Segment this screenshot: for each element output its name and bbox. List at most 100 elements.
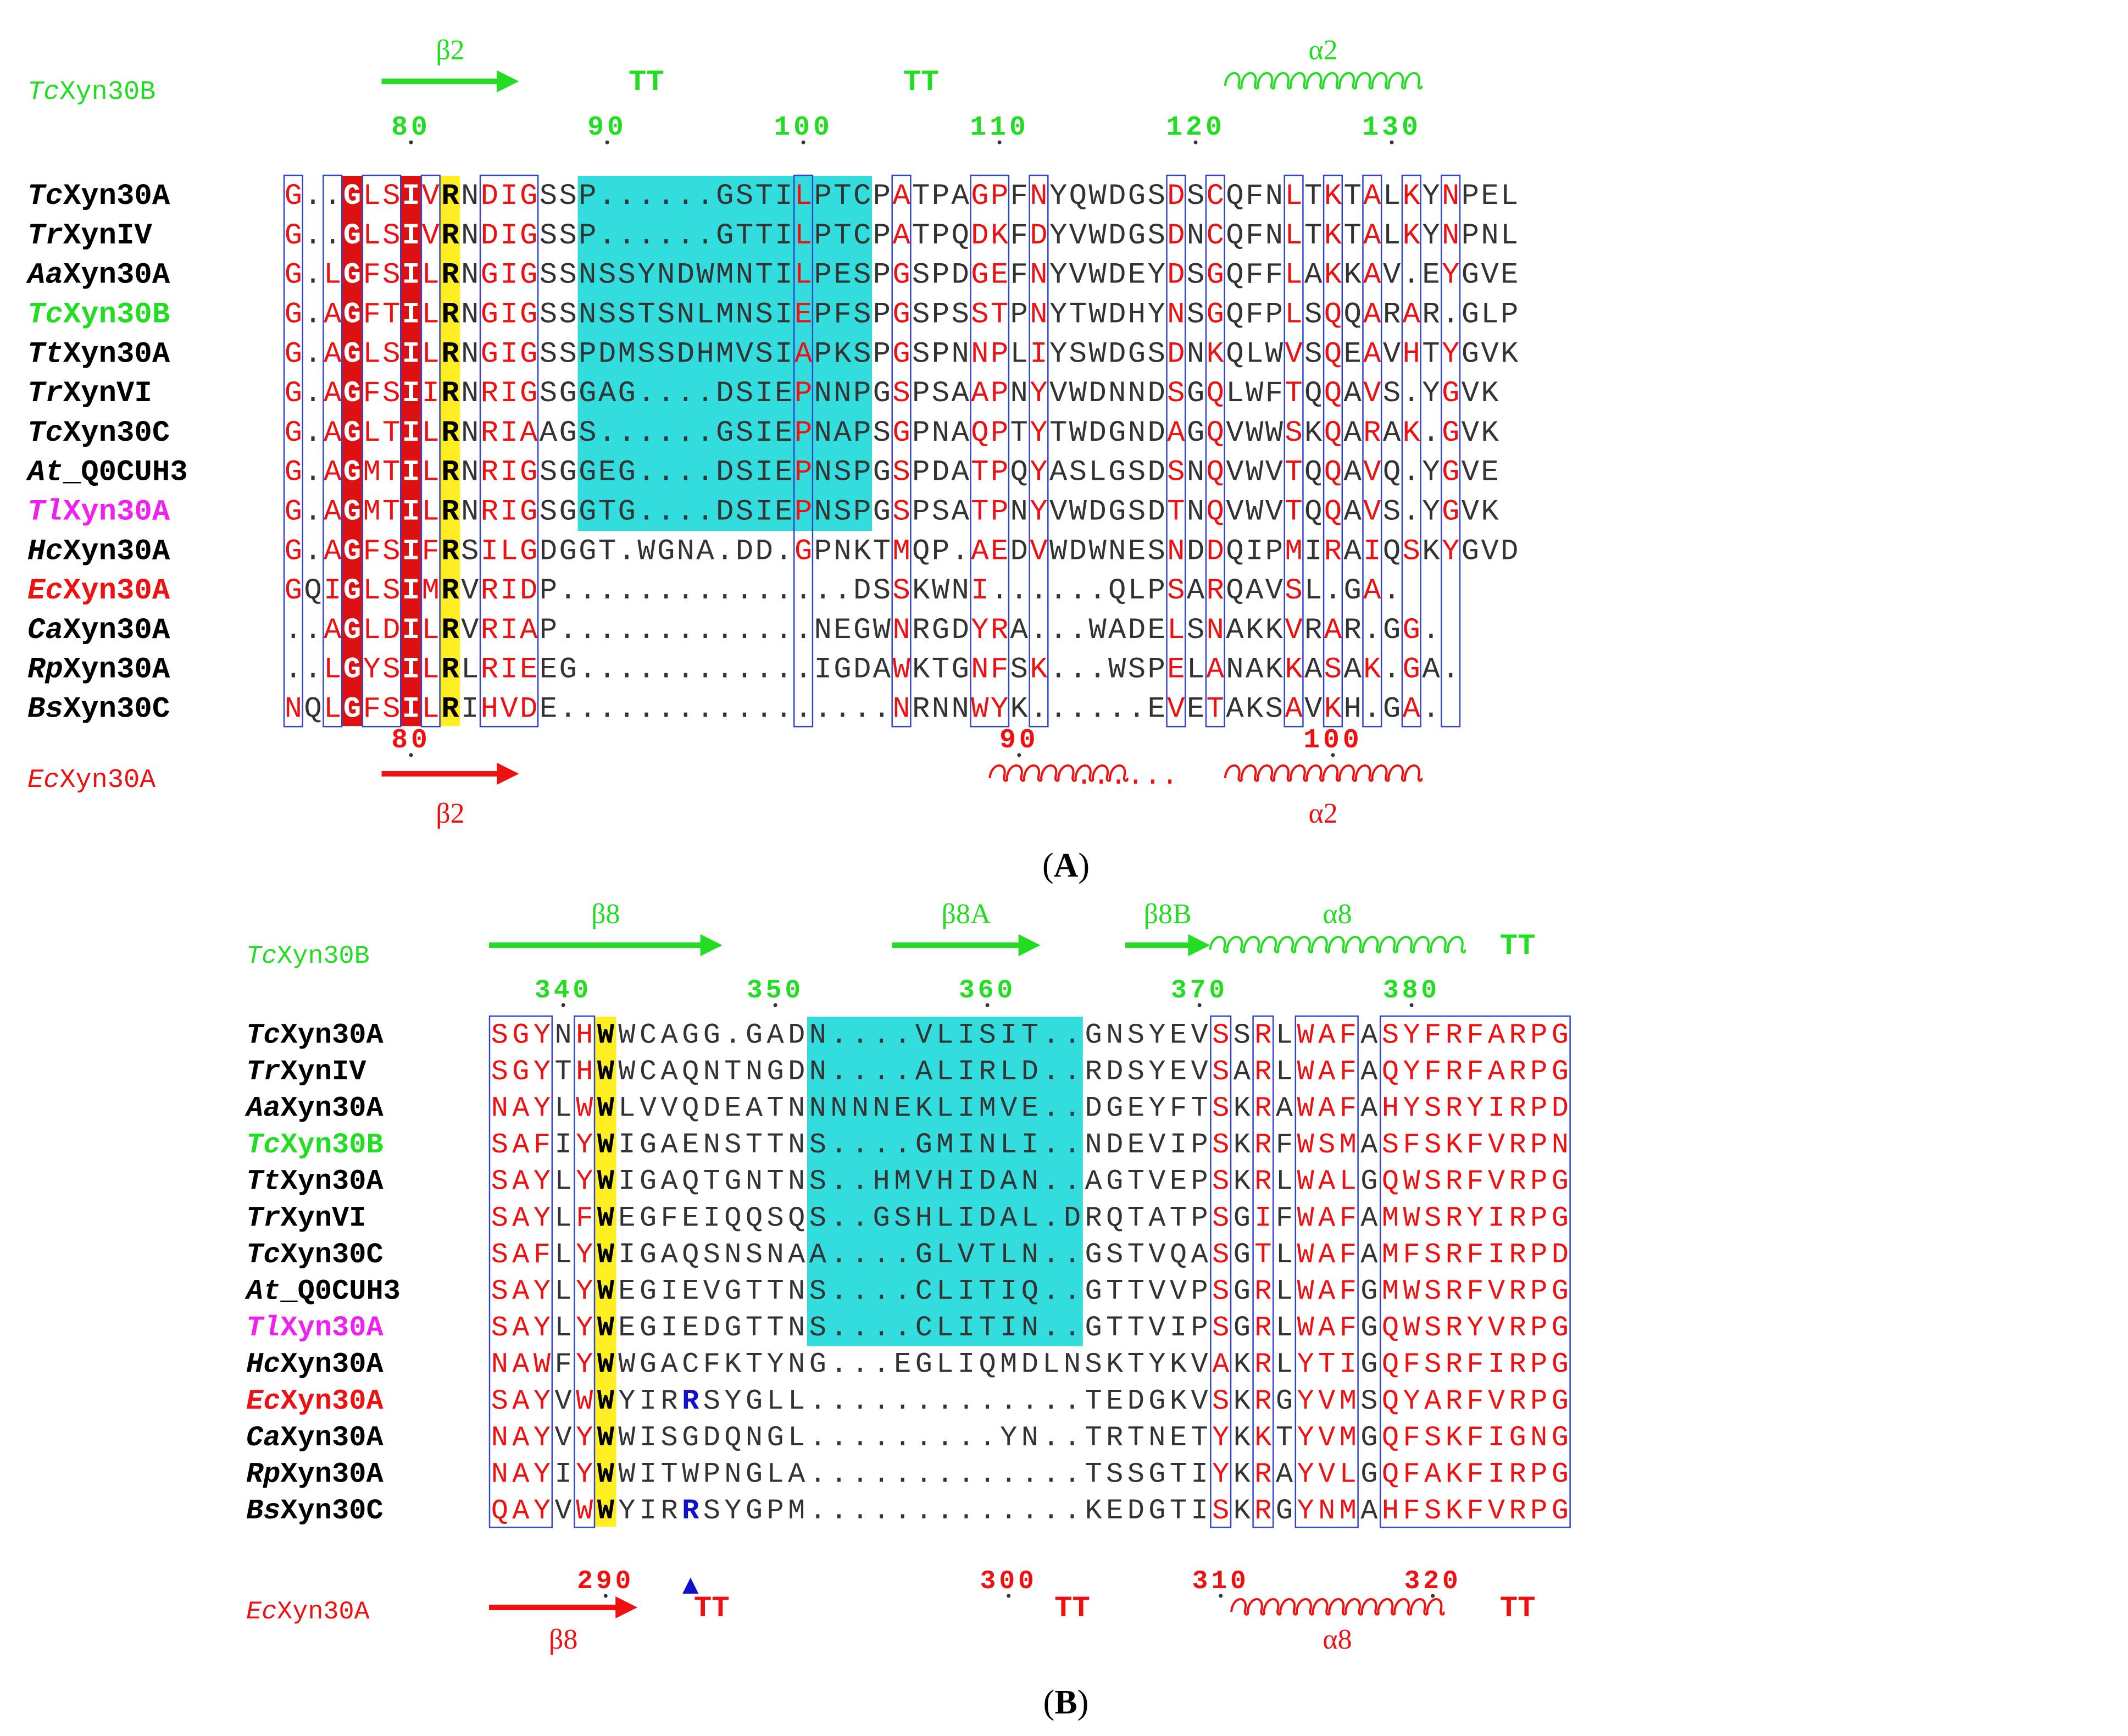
alpha-helix-coil <box>1230 1598 1445 1616</box>
sequence-name-rest: Xyn30A <box>63 337 170 371</box>
sequence-name-rest: XynIV <box>280 1056 366 1088</box>
sequence-name: RpXyn30A <box>246 1458 384 1490</box>
beta-strand-label: β8A <box>941 898 991 930</box>
sequence-name: AaXyn30A <box>245 1092 384 1124</box>
sequence-name-prefix: Rp <box>27 653 63 687</box>
sequence-name: TcXyn30C <box>246 1239 384 1271</box>
sequence-name-rest: _Q0CUH3 <box>280 1275 400 1307</box>
sequence-name: TrXynVI <box>246 1202 366 1234</box>
turn-label: TT <box>1500 1592 1536 1626</box>
sequence-name-rest: Xyn30A <box>280 1166 384 1198</box>
beta-strand-arrowhead <box>1018 934 1041 956</box>
alpha-helix-coil <box>1224 72 1423 90</box>
position-tick <box>1431 1594 1435 1598</box>
beta-strand-label: β8 <box>591 898 620 930</box>
sequence-name-rest: Xyn30C <box>63 693 170 726</box>
sequence-name-prefix: Tr <box>27 377 63 411</box>
position-tick <box>997 140 1002 145</box>
sequence-name-rest: Xyn30A <box>63 535 170 568</box>
sequence-row: G.AGLSILRNGIGSSPDMSSDHMVSIAPKSPGSPNNPLIY… <box>285 337 1519 371</box>
sequence-name-rest: Xyn30A <box>280 1385 384 1417</box>
identity-column <box>401 176 421 726</box>
catalytic-residue-marker: ▲ <box>677 1569 704 1600</box>
bottom-position-number: 90 <box>999 725 1039 756</box>
sequence-row: G.AGLTILRNRIAAGS......GSIEPNAPSGPNAQPTYT… <box>285 417 1499 450</box>
beta-strand-arrowhead <box>615 1596 638 1618</box>
alpha-helix-label: α2 <box>1308 798 1337 829</box>
turn-label: TT <box>1500 930 1536 963</box>
sequence-name-prefix: Tc <box>246 1019 280 1051</box>
position-tick <box>1219 1594 1223 1598</box>
sequence-name-prefix: Aa <box>26 259 63 292</box>
sequence-row: ..AGLDILRVRIAP.............NEGWNRGDYRA..… <box>285 614 1440 647</box>
sequence-name-rest: Xyn30A <box>280 1349 384 1381</box>
sequence-name-prefix: Tt <box>27 337 63 371</box>
sequence-row: ..LGYSILRLRIEEG............IGDAWKTGNFSK.… <box>285 653 1460 687</box>
sequence-name-prefix: Tr <box>27 219 63 253</box>
sequence-name-rest: Xyn30A <box>280 1458 384 1490</box>
sequence-name-rest: Xyn30C <box>280 1495 383 1527</box>
sequence-name-rest: Xyn30A <box>280 1019 384 1051</box>
position-tick <box>1193 140 1198 145</box>
sequence-name: TrXynIV <box>246 1056 366 1088</box>
sequence-row: G..GLSIVRNDIGSSP......GTTILPTCPATPQDKFDY… <box>285 219 1519 253</box>
sequence-row: G.AGFSIIRNRIGSGGAG....DSIEPNNPGSPSAAPNYV… <box>285 377 1499 411</box>
sequence-name-rest: XynIV <box>63 219 153 253</box>
panel-b-label: (B) <box>1043 1684 1089 1721</box>
beta-strand-arrowhead <box>1188 934 1210 956</box>
top-position-number: 90 <box>587 112 627 143</box>
sequence-name-rest: Xyn30A <box>63 574 170 608</box>
top-position-number: 370 <box>1171 976 1228 1006</box>
similarity-box <box>793 174 814 728</box>
similarity-box <box>362 174 402 728</box>
sequence-name-prefix: Tc <box>246 1239 280 1271</box>
turn-label: TT <box>694 1592 730 1626</box>
position-tick <box>773 1003 777 1007</box>
top-position-number: 110 <box>970 112 1029 143</box>
bottom-position-number: 300 <box>980 1567 1037 1596</box>
alpha-helix-coil <box>1209 936 1466 953</box>
beta-strand-label: β2 <box>436 35 464 66</box>
coil-gap: ...... <box>1075 760 1178 792</box>
position-tick <box>409 140 413 145</box>
sequence-name: TtXyn30A <box>27 337 170 371</box>
similarity-box <box>1284 174 1304 728</box>
sequence-name: TcXyn30C <box>27 417 170 450</box>
similarity-box <box>1029 174 1049 728</box>
beta-strand-arrowhead <box>497 70 519 92</box>
sequence-name-rest: Xyn30A <box>280 1312 384 1344</box>
sequence-name-rest: XynVI <box>63 377 152 411</box>
sequence-name-rest: Xyn30C <box>63 417 170 450</box>
sequence-name-prefix: Tl <box>27 496 63 529</box>
position-tick <box>1390 140 1394 145</box>
similarity-box <box>1401 174 1421 728</box>
sequence-row: G.AGMTILRNRIGSGGTG....DSIEPNSPGSPSATPNYV… <box>285 496 1499 529</box>
top-position-number: 130 <box>1362 112 1421 143</box>
position-tick <box>1017 753 1021 757</box>
sequence-name: EcXyn30A <box>246 1385 384 1417</box>
top-position-number: 360 <box>959 976 1016 1006</box>
sequence-name-prefix: Tc <box>27 298 63 332</box>
turn-label: TT <box>1054 1592 1090 1626</box>
sequence-name: TrXynVI <box>27 377 152 411</box>
sequence-name: TcXyn30A <box>246 1019 384 1051</box>
similarity-box <box>283 174 303 728</box>
position-tick <box>1409 1003 1414 1007</box>
insertion-highlight <box>807 1017 1083 1346</box>
sequence-name-prefix: Bs <box>27 693 63 726</box>
beta-strand-arrowhead <box>497 763 519 785</box>
sequence-row: GQIGLSIMRVRIDP...............DSSKWNI....… <box>285 574 1401 608</box>
sequence-name: At_Q0CUH3 <box>26 456 188 490</box>
similarity-box <box>1166 174 1186 728</box>
conserved-column <box>595 1017 616 1527</box>
panel-a-alignment: TcXyn30ATrXynIVAaXyn30ATcXyn30BTtXyn30AT… <box>26 35 1519 829</box>
top-position-number: 80 <box>391 112 431 143</box>
sequence-name: AaXyn30A <box>26 259 170 292</box>
